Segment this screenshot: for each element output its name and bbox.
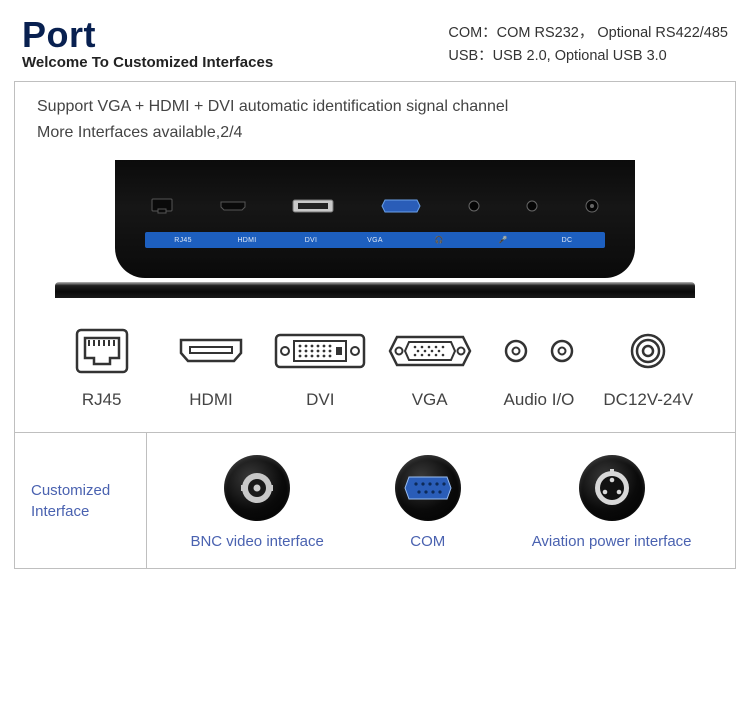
aviation-icon (579, 455, 645, 521)
phys-dvi-icon (292, 199, 334, 213)
device-physical-ports (151, 198, 599, 214)
ci-bnc-label: BNC video interface (190, 533, 323, 550)
port-dc: DC12V-24V (594, 326, 703, 410)
phys-dc-icon (585, 199, 599, 213)
port-audio-label: Audio I/O (504, 390, 575, 410)
port-rj45: RJ45 (47, 326, 156, 410)
strip-hp: 🎧 (407, 236, 471, 244)
ci-aviation-label: Aviation power interface (532, 533, 692, 550)
header: Port Welcome To Customized Interfaces CO… (0, 0, 750, 81)
section-custom: Customized Interface BNC video interface (15, 433, 735, 568)
port-vga: VGA (375, 326, 484, 410)
port-vga-label: VGA (412, 390, 448, 410)
support-line-1: Support VGA + HDMI + DVI automatic ident… (37, 98, 713, 116)
strip-hdmi: HDMI (215, 237, 279, 244)
bnc-icon (224, 455, 290, 521)
strip-rj45: RJ45 (151, 237, 215, 244)
port-rj45-label: RJ45 (82, 390, 122, 410)
section-top: Support VGA + HDMI + DVI automatic ident… (15, 82, 735, 433)
audio-io-icon (494, 336, 584, 366)
rj45-icon (75, 328, 129, 374)
ci-com: COM (395, 455, 461, 550)
ci-com-label: COM (410, 533, 445, 550)
page-subtitle: Welcome To Customized Interfaces (22, 54, 273, 71)
port-dvi: DVI (266, 326, 375, 410)
port-audio: Audio I/O (484, 326, 593, 410)
port-legend-row: RJ45 HDMI (37, 326, 713, 414)
phys-rj45-icon (151, 198, 173, 214)
ci-bnc: BNC video interface (190, 455, 323, 550)
port-dc-label: DC12V-24V (603, 390, 693, 410)
strip-dvi: DVI (279, 237, 343, 244)
main-frame: Support VGA + HDMI + DVI automatic ident… (14, 81, 736, 569)
header-left: Port Welcome To Customized Interfaces (22, 14, 273, 71)
strip-vga: VGA (343, 237, 407, 244)
device-bezel (55, 282, 695, 298)
page: Port Welcome To Customized Interfaces CO… (0, 0, 750, 569)
com-icon (395, 455, 461, 521)
page-title: Port (22, 14, 273, 56)
usb-line: USB：USB 2.0, Optional USB 3.0 (448, 45, 728, 68)
ci-aviation: Aviation power interface (532, 455, 692, 550)
vga-icon (387, 334, 473, 368)
phys-audio-in-icon (526, 200, 538, 212)
device-body: RJ45 HDMI DVI VGA 🎧 🎤 DC (115, 160, 635, 278)
strip-mic: 🎤 (471, 236, 535, 244)
device-photo: RJ45 HDMI DVI VGA 🎧 🎤 DC (37, 164, 713, 298)
port-hdmi-label: HDMI (189, 390, 232, 410)
com-line: COM：COM RS232， Optional RS422/485 (448, 22, 728, 45)
support-line-2: More Interfaces available,2/4 (37, 124, 713, 142)
header-specs: COM：COM RS232， Optional RS422/485 USB：US… (448, 14, 728, 71)
phys-audio-out-icon (468, 200, 480, 212)
dc-power-icon (628, 331, 668, 371)
strip-dc: DC (535, 237, 599, 244)
phys-vga-icon (381, 199, 421, 213)
customized-items: BNC video interface COM (147, 433, 735, 568)
device-label-strip: RJ45 HDMI DVI VGA 🎧 🎤 DC (145, 232, 605, 248)
phys-hdmi-icon (220, 201, 246, 211)
port-dvi-label: DVI (306, 390, 334, 410)
port-hdmi: HDMI (156, 326, 265, 410)
hdmi-icon (178, 337, 244, 365)
dvi-icon (274, 333, 366, 369)
customized-heading: Customized Interface (15, 433, 147, 568)
